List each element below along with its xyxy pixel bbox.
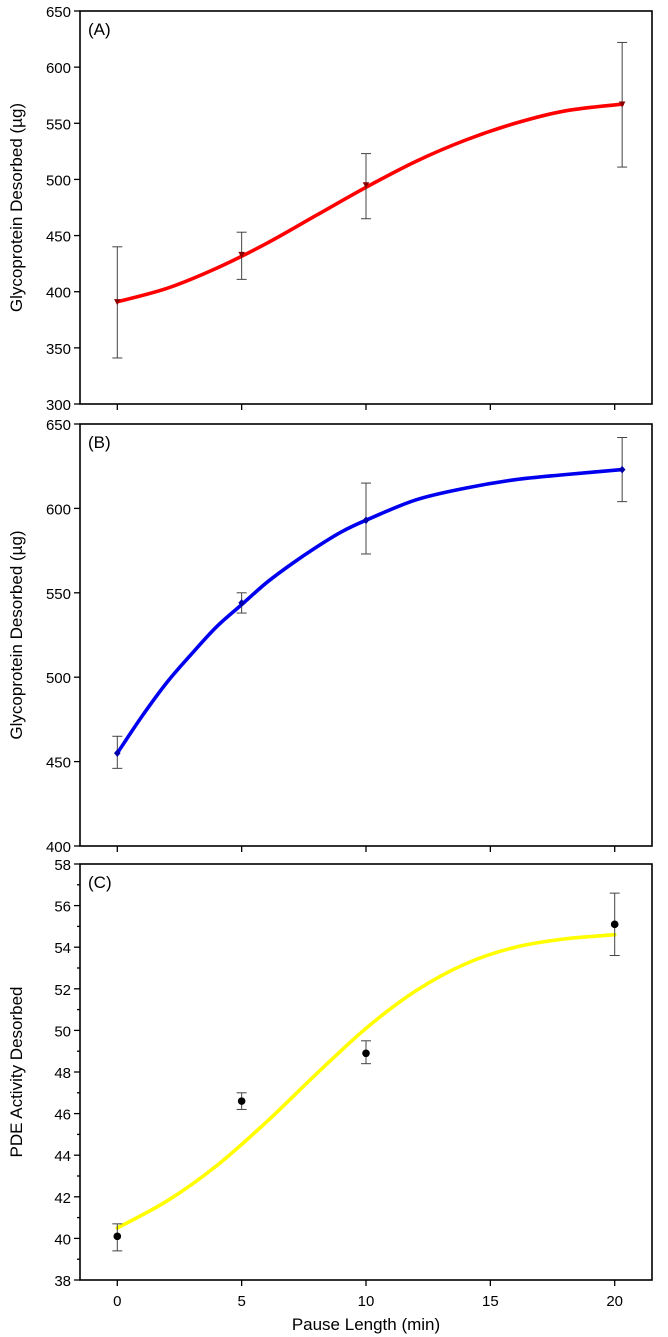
data-point — [238, 251, 245, 258]
y-tick-label: 500 — [46, 670, 71, 687]
y-axis-label: PDE Activity Desorbed — [7, 986, 26, 1157]
y-tick-label: 56 — [54, 899, 71, 916]
y-tick-label: 600 — [46, 501, 71, 518]
x-tick-label: 0 — [113, 1293, 121, 1310]
y-tick-label: 54 — [54, 940, 71, 957]
fit-curve — [115, 102, 624, 304]
y-tick-label: 650 — [46, 417, 71, 434]
x-axis-label: Pause Length (min) — [292, 1315, 440, 1334]
data-point — [362, 182, 370, 189]
data-point — [362, 516, 370, 525]
y-tick-label: 48 — [54, 1065, 71, 1082]
panel-1: (B) 400 450 500 550 600 650 Glycoprotein Desorb… — [7, 417, 653, 856]
x-tick-label: 5 — [237, 1293, 245, 1310]
x-tick-label: 20 — [606, 1293, 623, 1310]
y-tick-label: 40 — [54, 1231, 71, 1248]
y-tick-label: 550 — [46, 586, 71, 603]
plot-frame — [79, 863, 653, 1281]
data-point — [238, 599, 245, 607]
y-tick-label: 58 — [54, 857, 71, 874]
y-tick-label: 46 — [54, 1107, 71, 1124]
data-point — [114, 749, 121, 758]
y-tick-label: 300 — [46, 397, 71, 414]
panel-0: (A) 300 350 400 450 500 550 600 650 Glycoprotein … — [7, 4, 653, 414]
y-tick-label: 650 — [46, 4, 71, 21]
y-tick-label: 52 — [54, 982, 71, 999]
y-tick-label: 44 — [54, 1148, 71, 1165]
y-tick-label: 450 — [46, 229, 71, 246]
y-axis-label: Glycoprotein Desorbed (µg) — [7, 530, 26, 739]
panel-label: (A) — [88, 20, 111, 39]
panel-label: (C) — [88, 873, 112, 892]
panel-label: (B) — [88, 433, 111, 452]
y-tick-label: 38 — [54, 1273, 71, 1290]
panel-2: (C) 38 40 42 44 46 48 50 52 54 56 58 0 5 10 15 20 Pause L… — [7, 857, 653, 1334]
data-point — [362, 1049, 370, 1058]
y-tick-label: 350 — [46, 341, 71, 358]
y-tick-label: 400 — [46, 285, 71, 302]
y-axis-label: Glycoprotein Desorbed (µg) — [7, 103, 26, 312]
data-point — [113, 1232, 122, 1241]
y-tick-label: 600 — [46, 60, 71, 77]
y-tick-label: 500 — [46, 172, 71, 189]
x-tick-label: 15 — [482, 1293, 499, 1310]
y-tick-label: 42 — [54, 1190, 71, 1207]
data-point — [237, 1097, 246, 1105]
data-point — [618, 465, 626, 474]
data-point — [114, 299, 121, 306]
y-tick-label: 450 — [46, 755, 71, 772]
fit-curve — [115, 932, 617, 1230]
x-tick-label: 10 — [358, 1293, 375, 1310]
data-point — [610, 920, 619, 929]
fit-curve — [115, 467, 624, 755]
y-tick-label: 550 — [46, 116, 71, 133]
data-point — [618, 101, 626, 108]
y-tick-label: 50 — [54, 1023, 71, 1040]
y-tick-label: 400 — [46, 839, 71, 856]
